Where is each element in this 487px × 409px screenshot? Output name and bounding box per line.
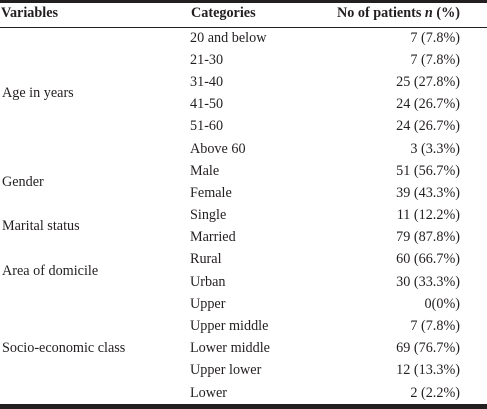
patient-count-cell: 69 (76.7%) [396,340,460,357]
patient-count-cell: 7 (7.8%) [410,51,460,68]
table-row: Upper middle 7 (7.8%) [0,315,487,337]
patient-count-cell: 12 (13.3%) [396,362,460,379]
category-cell: Upper lower [190,362,262,379]
table-row: Marital status Single 11 (12.2%) [0,205,487,234]
variable-cell: Socio-economic class [2,340,126,357]
table-row: 31-40 25 (27.8%) [0,71,487,93]
patient-count-cell: 7 (7.8%) [410,29,460,46]
table-row: Married 79 (87.8%) [0,227,487,249]
category-cell: Lower middle [190,340,270,357]
category-cell: Male [190,162,220,179]
table-row: Gender Male 51 (56.7%) [0,160,487,190]
table-row: Socio-economic class Upper 0(0%) [0,293,487,356]
category-cell: Upper [190,295,226,312]
category-cell: Upper middle [190,318,269,335]
category-cell: 31-40 [190,73,224,90]
header-patient-count: No of patients n (%) [325,0,487,27]
category-cell: Above 60 [190,140,246,157]
patient-count-cell: 24 (26.7%) [396,96,460,113]
table-row: Age in years 20 and below 7 (7.8%) [0,27,487,101]
table-row: Female 39 (43.3%) [0,182,487,204]
table-row: Lower middle 69 (76.7%) [0,338,487,360]
category-cell: Urban [190,273,226,290]
patient-count-cell: 7 (7.8%) [410,318,460,335]
patient-count-cell: 39 (43.3%) [396,184,460,201]
patient-count-cell: 3 (3.3%) [410,140,460,157]
table-row: Above 60 3 (3.3%) [0,138,487,160]
table-row: Upper lower 12 (13.3%) [0,360,487,382]
category-cell: Lower [190,384,228,401]
table-row: Urban 30 (33.3%) [0,271,487,293]
patient-count-cell: 25 (27.8%) [396,73,460,90]
header-count-suffix: (%) [432,4,460,21]
variable-cell: Area of domicile [2,262,99,279]
category-cell: Female [190,184,232,201]
patient-count-cell: 2 (2.2%) [410,384,460,401]
header-count-n: n [424,4,433,21]
header-categories: Categories [191,4,256,21]
table-row: 51-60 24 (26.7%) [0,116,487,138]
table-row: 41-50 24 (26.7%) [0,94,487,116]
category-cell: Single [190,207,227,224]
category-cell: 21-30 [190,51,224,68]
table-row: Lower 2 (2.2%) [0,382,487,404]
header-variables: Variables [1,4,59,21]
bottom-rule [0,404,487,409]
table-row: 21-30 7 (7.8%) [0,49,487,71]
top-rule [0,0,487,3]
table-body: Age in years 20 and below 7 (7.8%) 21-30 7 (… [0,27,487,404]
header-count-prefix: No of patients [337,4,425,21]
variable-cell: Gender [2,173,44,190]
category-cell: 20 and below [190,29,267,46]
patient-count-cell: 0(0%) [424,295,460,312]
patient-count-cell: 24 (26.7%) [396,118,460,135]
patient-count-cell: 60 (66.7%) [396,251,460,268]
patient-count-cell: 79 (87.8%) [396,229,460,246]
patient-count-cell: 11 (12.2%) [396,207,460,224]
patient-count-cell: 30 (33.3%) [396,273,460,290]
table-row: Area of domicile Rural 60 (66.7%) [0,249,487,278]
patient-count-cell: 51 (56.7%) [396,162,460,179]
category-cell: 51-60 [190,118,224,135]
category-cell: Married [190,229,236,246]
category-cell: Rural [190,251,222,268]
variable-cell: Age in years [2,85,74,102]
variable-cell: Marital status [2,218,80,235]
header-row: Variables Categories No of patients n (%… [0,0,487,27]
category-cell: 41-50 [190,96,224,113]
